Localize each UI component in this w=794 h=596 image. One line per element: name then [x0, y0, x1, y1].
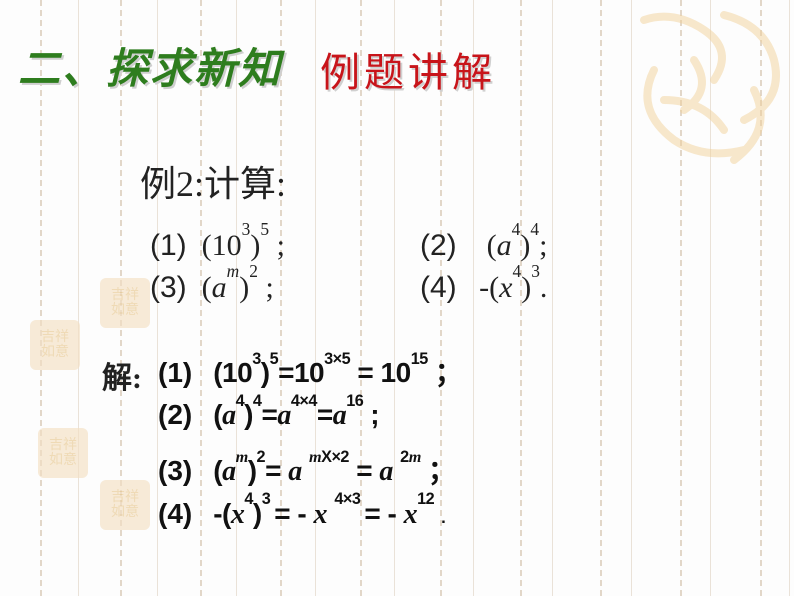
problem-expr: (103)5	[202, 229, 269, 262]
seal-watermark: 吉祥如意	[100, 278, 150, 328]
section-title: 二、探求新知	[18, 35, 282, 96]
solution-expr: -(x4)3 = - x 4×3 = - x12	[213, 498, 434, 529]
solution-num: (1)	[158, 357, 192, 388]
solution-expr: (am)2= a mX×2 = a 2m	[213, 455, 421, 486]
example-title: 例2:计算:	[140, 155, 286, 207]
problems-block: (1) (103)5 ; (2) (a4)4; (3) (am)2 ; (4) …	[150, 225, 547, 309]
seal-watermark: 吉祥如意	[100, 480, 150, 530]
solution-num: (2)	[158, 399, 192, 430]
problem-num: (3)	[150, 271, 187, 304]
problem-expr: -(x4)3	[479, 271, 540, 304]
problem-num: (2)	[420, 229, 457, 262]
watermark-calligraphy	[614, 0, 794, 180]
problem-expr: (am)2	[202, 271, 258, 304]
solution-num: (3)	[158, 455, 192, 486]
solution-expr: (103)5=103×5 = 1015	[213, 357, 428, 388]
solution-label: 解:	[102, 353, 142, 397]
solutions-block: (1) (103)5=103×5 = 1015 ； (2) (a4)4=a4×4…	[158, 353, 463, 536]
seal-watermark: 吉祥如意	[30, 320, 80, 370]
problem-num: (1)	[150, 229, 187, 262]
solution-expr: (a4)4=a4×4=a16	[213, 399, 363, 430]
section-subtitle: 例题讲解	[320, 40, 496, 98]
solution-num: (4)	[158, 498, 192, 529]
problem-expr: (a4)4	[487, 229, 539, 262]
seal-watermark: 吉祥如意	[38, 428, 88, 478]
problem-num: (4)	[420, 271, 457, 304]
